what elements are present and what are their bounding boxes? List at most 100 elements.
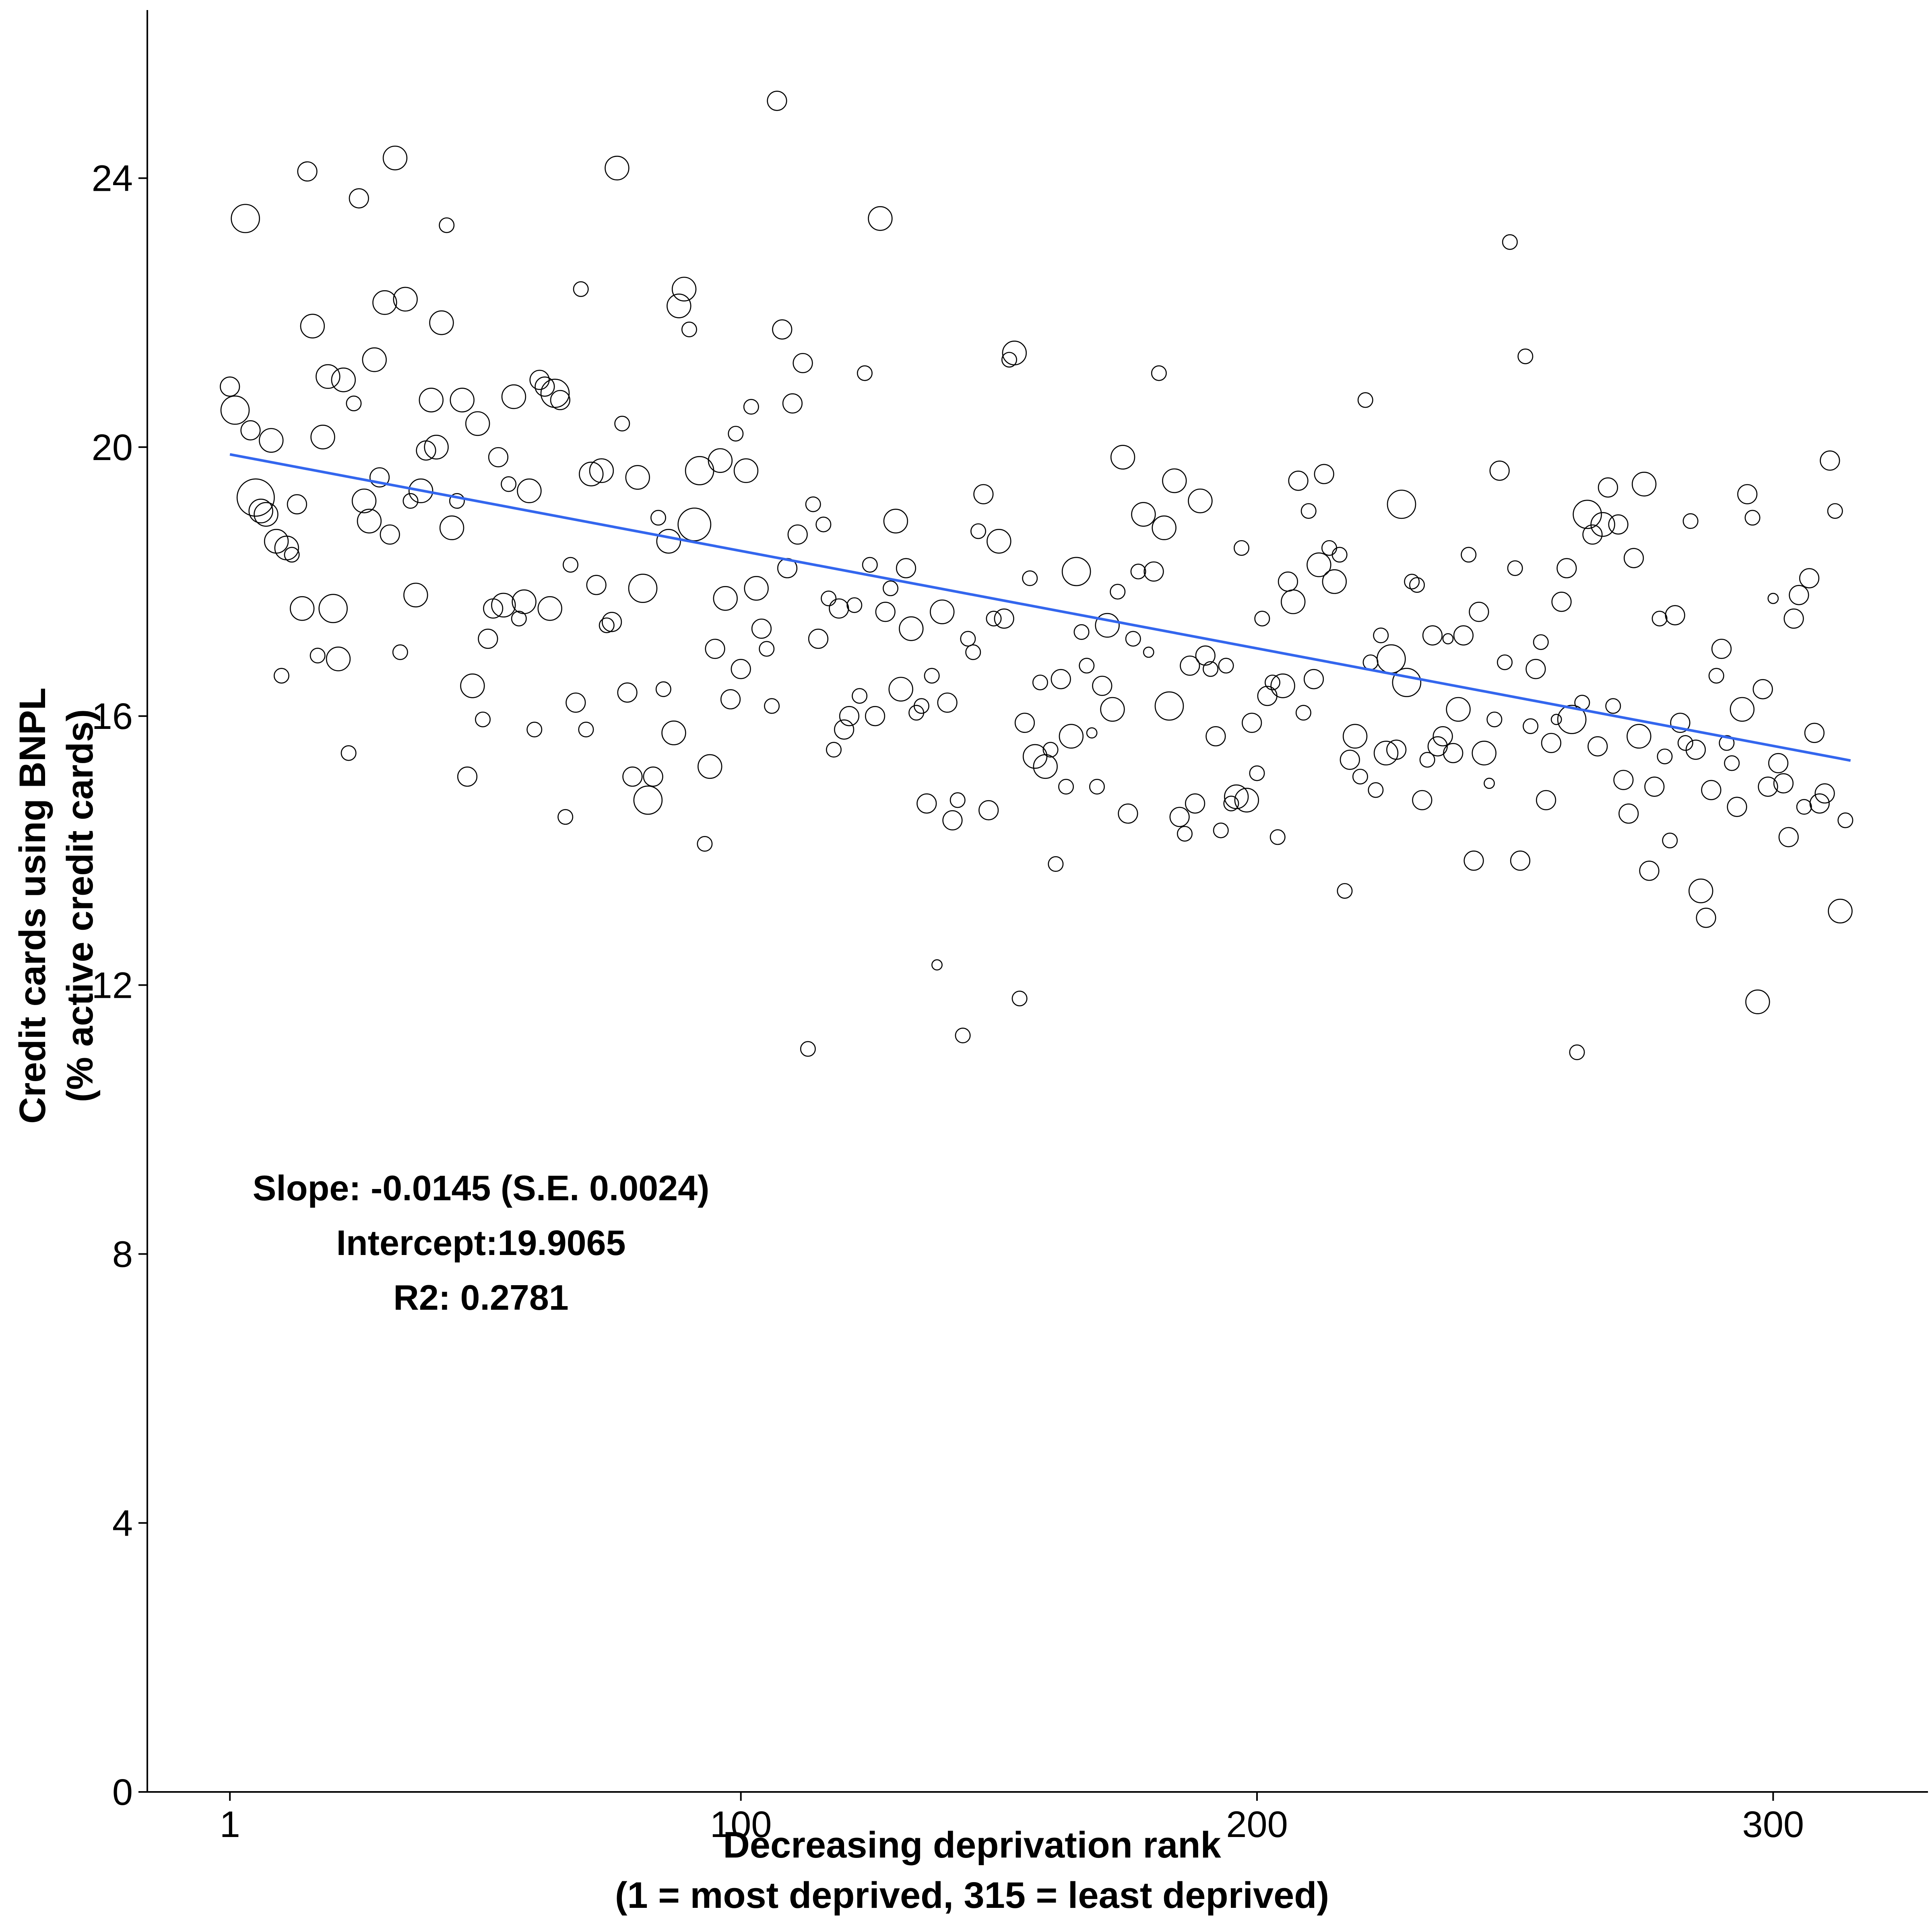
data-point bbox=[733, 458, 759, 483]
data-point bbox=[655, 681, 671, 697]
data-point bbox=[1118, 803, 1138, 824]
data-point bbox=[1300, 503, 1317, 519]
data-point bbox=[318, 594, 348, 623]
data-point bbox=[656, 529, 681, 554]
data-point bbox=[1556, 558, 1577, 578]
data-point bbox=[986, 611, 1002, 627]
data-point bbox=[310, 425, 335, 450]
data-point bbox=[787, 524, 808, 545]
data-point bbox=[1377, 644, 1406, 674]
data-point bbox=[1387, 489, 1416, 519]
data-point bbox=[614, 415, 630, 431]
data-point bbox=[1048, 856, 1064, 872]
data-point bbox=[1288, 471, 1309, 491]
data-point bbox=[1773, 773, 1794, 794]
data-point bbox=[254, 502, 279, 527]
data-point bbox=[488, 447, 509, 468]
data-point bbox=[1303, 669, 1324, 689]
data-point bbox=[713, 586, 738, 611]
data-point bbox=[1688, 878, 1713, 904]
data-point bbox=[392, 644, 408, 660]
data-point bbox=[1014, 712, 1035, 733]
data-point bbox=[1342, 724, 1368, 749]
data-point bbox=[1295, 705, 1311, 721]
data-point bbox=[1651, 611, 1668, 627]
data-point bbox=[1557, 705, 1587, 734]
data-point bbox=[1264, 675, 1280, 691]
data-point bbox=[331, 367, 356, 392]
data-point bbox=[883, 508, 908, 534]
data-point bbox=[1254, 611, 1270, 627]
data-point bbox=[1510, 850, 1531, 871]
data-point bbox=[1185, 793, 1205, 814]
data-point bbox=[883, 580, 899, 597]
data-point bbox=[475, 711, 491, 727]
data-point bbox=[930, 599, 955, 624]
data-point bbox=[1590, 512, 1615, 537]
data-point bbox=[517, 478, 542, 504]
data-point bbox=[240, 420, 261, 441]
data-point bbox=[1443, 743, 1463, 764]
x-tick-label: 100 bbox=[710, 1804, 772, 1845]
data-point bbox=[1386, 739, 1407, 760]
data-point bbox=[1412, 790, 1432, 811]
data-point bbox=[728, 425, 744, 442]
data-point bbox=[457, 766, 478, 787]
data-point bbox=[875, 602, 896, 622]
data-point bbox=[460, 673, 485, 698]
y-tick-label: 20 bbox=[92, 427, 133, 468]
data-point bbox=[744, 576, 769, 601]
data-point bbox=[705, 638, 725, 659]
data-point bbox=[1404, 574, 1420, 590]
data-point bbox=[478, 628, 498, 649]
data-point bbox=[236, 478, 275, 517]
data-point bbox=[402, 493, 419, 509]
data-point bbox=[1249, 765, 1265, 781]
data-point bbox=[220, 395, 250, 425]
data-point bbox=[429, 310, 454, 335]
data-point bbox=[800, 1041, 816, 1057]
data-point bbox=[1224, 784, 1249, 809]
data-point bbox=[1486, 711, 1503, 727]
data-point bbox=[1307, 552, 1331, 577]
data-point bbox=[1550, 714, 1562, 725]
data-point bbox=[1051, 669, 1071, 689]
data-point bbox=[1322, 569, 1347, 594]
data-point bbox=[1409, 577, 1425, 593]
data-point bbox=[1608, 514, 1629, 535]
data-point bbox=[1533, 634, 1549, 650]
data-point bbox=[852, 688, 868, 704]
data-point bbox=[1373, 741, 1399, 766]
data-point bbox=[1708, 668, 1724, 684]
data-point bbox=[1011, 991, 1028, 1007]
data-point bbox=[1213, 822, 1229, 838]
data-point bbox=[1188, 488, 1213, 514]
data-point bbox=[1092, 675, 1113, 696]
y-axis-subtitle: (% active credit cards) bbox=[60, 709, 101, 1102]
data-point bbox=[1587, 736, 1608, 757]
y-axis-title: Credit cards using BNPL bbox=[12, 687, 53, 1124]
data-point bbox=[821, 590, 837, 607]
data-point bbox=[1073, 624, 1090, 640]
data-point bbox=[540, 378, 570, 408]
data-point bbox=[1507, 560, 1523, 576]
data-point bbox=[1573, 500, 1602, 529]
data-point bbox=[978, 800, 999, 821]
data-point bbox=[1042, 742, 1059, 758]
data-point bbox=[529, 369, 550, 390]
y-tick-label: 24 bbox=[92, 158, 133, 199]
data-point bbox=[857, 365, 873, 381]
y-tick-label: 12 bbox=[92, 965, 133, 1006]
data-point bbox=[465, 411, 490, 436]
data-point bbox=[1701, 780, 1721, 800]
data-point bbox=[865, 706, 886, 727]
data-point bbox=[1536, 790, 1556, 811]
data-point bbox=[1551, 591, 1572, 612]
x-tick-label: 200 bbox=[1226, 1804, 1288, 1845]
data-point bbox=[1095, 613, 1120, 638]
data-point bbox=[1180, 655, 1200, 676]
data-point bbox=[1730, 697, 1755, 722]
data-point bbox=[1804, 722, 1825, 743]
data-point bbox=[512, 589, 537, 614]
data-point bbox=[1169, 807, 1190, 827]
